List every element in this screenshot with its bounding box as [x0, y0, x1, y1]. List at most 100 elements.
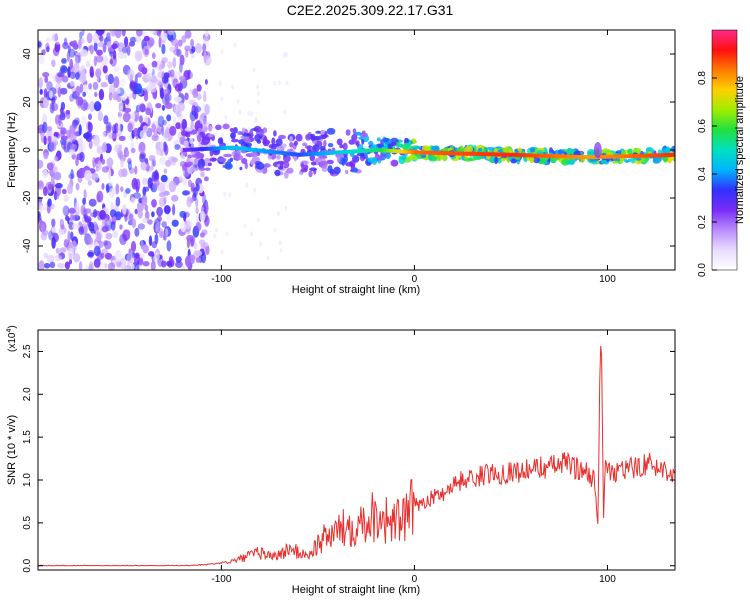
noise-blob [201, 229, 208, 236]
signal-core-cell [607, 154, 610, 159]
signal-blob [336, 156, 341, 163]
noise-blob [144, 186, 150, 192]
signal-blob [390, 141, 397, 146]
signal-blob [326, 159, 334, 165]
signal-core-cell [665, 153, 668, 158]
noise-blob [168, 180, 177, 193]
signal-core-cell [642, 153, 645, 158]
signal-core-cell [190, 147, 193, 152]
noise-blob [177, 39, 183, 47]
noise-blob [129, 213, 134, 222]
x-tick-label: 100 [599, 574, 616, 585]
noise-blob [121, 30, 126, 37]
signal-blob [271, 137, 276, 146]
noise-blob [45, 36, 52, 43]
noise-blob [42, 121, 48, 134]
noise-blob [154, 252, 160, 261]
noise-blob [136, 260, 140, 270]
y-tick-label: 1.0 [22, 473, 33, 487]
noise-speck [236, 98, 240, 104]
noise-blob [97, 266, 102, 270]
signal-core-cell [468, 151, 471, 156]
noise-speck [252, 67, 256, 73]
snr-y-scale-base: (x10 [7, 332, 18, 352]
noise-blob [161, 104, 166, 111]
signal-core-cell [242, 146, 245, 151]
noise-blob [156, 79, 162, 86]
signal-core-cell [358, 149, 361, 154]
noise-blob [80, 115, 87, 127]
noise-blob [87, 180, 93, 186]
noise-blob [63, 238, 69, 248]
signal-core-cell [412, 150, 415, 155]
signal-blob [310, 161, 317, 166]
noise-blob [174, 144, 181, 150]
noise-blob [67, 45, 71, 53]
noise-blob [82, 143, 87, 152]
signal-core-cell [316, 151, 319, 156]
noise-blob [112, 216, 117, 222]
signal-core-cell [350, 149, 353, 154]
signal-core-cell [480, 152, 483, 156]
signal-blob [184, 127, 193, 132]
signal-blob [568, 159, 575, 165]
signal-core-cell [501, 152, 504, 157]
signal-core-cell [524, 153, 527, 158]
noise-blob [167, 30, 175, 36]
signal-core-cell [441, 151, 444, 156]
noise-blob [148, 251, 155, 257]
signal-core-cell [476, 151, 479, 156]
noise-blob [157, 71, 165, 79]
signal-core-cell [570, 154, 573, 159]
signal-core-cell [536, 153, 539, 158]
signal-core-cell [370, 148, 373, 153]
signal-core-cell [482, 152, 485, 157]
noise-blob [39, 204, 44, 214]
signal-blob [232, 127, 238, 134]
signal-blob [403, 142, 410, 149]
noise-blob [147, 219, 153, 225]
noise-blob [161, 70, 165, 83]
signal-core-cell [420, 150, 423, 155]
noise-blob [116, 262, 121, 269]
signal-core-cell [516, 153, 519, 157]
signal-blob [273, 130, 277, 137]
signal-core-cell [497, 152, 500, 157]
noise-blob [93, 258, 101, 268]
signal-blob [441, 148, 448, 152]
signal-blob [368, 140, 374, 146]
noise-blob [170, 38, 179, 47]
noise-blob [88, 261, 94, 270]
signal-core-cell [391, 149, 394, 153]
noise-blob [148, 155, 156, 162]
noise-blob [165, 159, 172, 167]
noise-blob [177, 71, 182, 77]
noise-speck [266, 255, 270, 261]
noise-blob [38, 41, 42, 48]
signal-core-cell [505, 152, 508, 157]
noise-blob [38, 55, 45, 65]
noise-blob [47, 198, 52, 207]
noise-blob [124, 264, 132, 270]
signal-core-cell [356, 149, 359, 154]
noise-blob [155, 221, 161, 233]
noise-blob [51, 218, 56, 227]
noise-blob [79, 38, 85, 44]
signal-core-cell [543, 153, 546, 158]
noise-blob [54, 41, 61, 53]
signal-blob [207, 125, 213, 132]
signal-core-cell [626, 154, 629, 159]
noise-speck [223, 191, 227, 197]
noise-blob [83, 189, 87, 201]
snr-frame [37, 329, 676, 571]
signal-core-cell [499, 152, 502, 157]
signal-blob [293, 155, 297, 162]
noise-blob [179, 210, 187, 218]
noise-blob [51, 236, 56, 249]
signal-blob [204, 167, 211, 171]
noise-blob [113, 65, 120, 72]
noise-speck [257, 91, 260, 96]
snr-series-line [38, 345, 675, 567]
signal-blob [352, 139, 357, 144]
noise-blob [139, 103, 146, 113]
